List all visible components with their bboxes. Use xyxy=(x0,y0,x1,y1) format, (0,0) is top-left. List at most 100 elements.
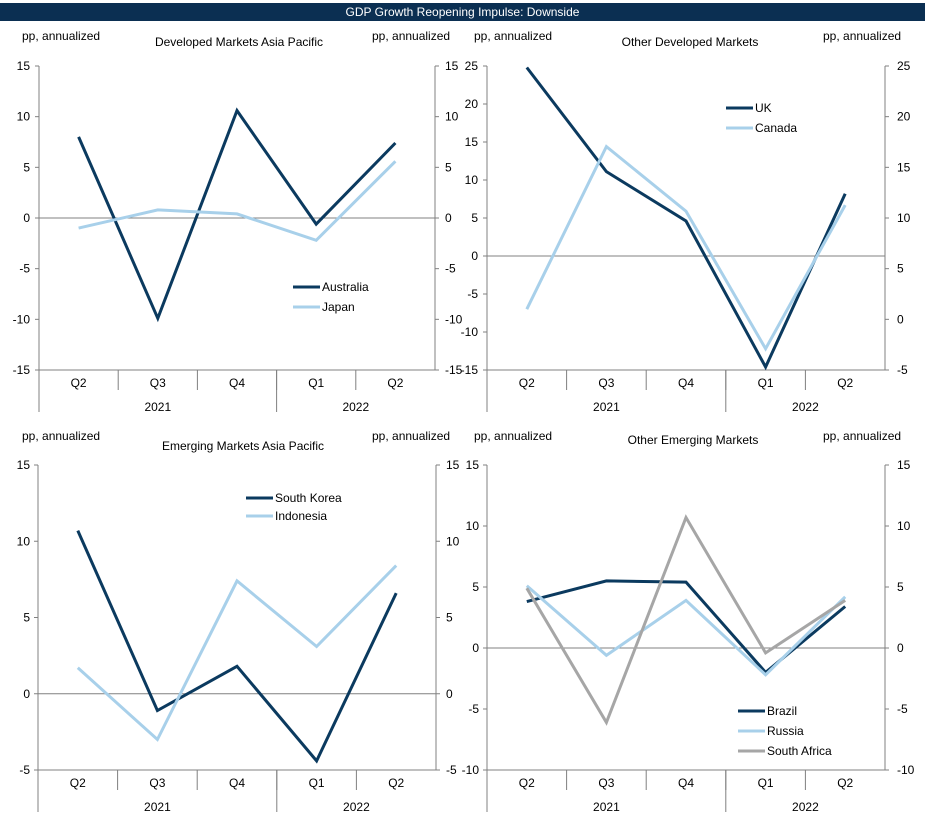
right-tick-label: 0 xyxy=(897,312,904,326)
legend-label: Indonesia xyxy=(275,509,327,523)
category-label: Q4 xyxy=(229,776,245,790)
chart-panel-2: Other Developed Markets pp, annualized pp,… xyxy=(461,29,911,414)
legend: Australia Japan xyxy=(293,280,369,314)
series-line-japan xyxy=(78,160,397,243)
right-tick-label: -5 xyxy=(897,702,908,716)
category-label: Q2 xyxy=(70,776,86,790)
year-group-label: 2022 xyxy=(792,400,819,414)
left-tick-label: 5 xyxy=(23,160,30,174)
left-tick-label: -15 xyxy=(461,363,479,377)
right-tick-label: 5 xyxy=(445,160,452,174)
legend: South Korea Indonesia xyxy=(246,491,342,523)
chart-panel-3: Emerging Markets Asia Pacific pp, annuali… xyxy=(17,429,460,814)
right-tick-label: 15 xyxy=(445,59,459,73)
left-tick-label: -5 xyxy=(19,262,30,276)
left-tick-label: 25 xyxy=(465,59,479,73)
category-label: Q2 xyxy=(71,376,87,390)
left-tick-label: 10 xyxy=(466,519,480,533)
left-tick-label: -10 xyxy=(13,312,31,326)
category-label: Q3 xyxy=(598,776,614,790)
right-tick-label: 0 xyxy=(446,687,453,701)
right-tick-label: -5 xyxy=(446,763,457,777)
legend: Brazil Russia South Africa xyxy=(738,704,832,758)
right-axis-unit-label: pp, annualized xyxy=(372,29,450,43)
left-tick-label: -5 xyxy=(467,287,478,301)
category-label: Q2 xyxy=(519,776,535,790)
year-group-label: 2022 xyxy=(792,800,819,814)
category-label: Q1 xyxy=(309,776,325,790)
category-label: Q1 xyxy=(758,376,774,390)
left-axis-unit-label: pp, annualized xyxy=(474,429,552,443)
right-tick-label: 15 xyxy=(446,458,460,472)
left-axis-unit-label: pp, annualized xyxy=(474,29,552,43)
figure-title: GDP Growth Reopening Impulse: Downside xyxy=(0,3,925,21)
year-group-label: 2022 xyxy=(342,400,369,414)
series-line-south-korea xyxy=(76,529,398,764)
year-group-label: 2021 xyxy=(593,400,620,414)
category-label: Q4 xyxy=(678,776,694,790)
category-label: Q1 xyxy=(758,776,774,790)
left-axis-unit-label: pp, annualized xyxy=(22,29,100,43)
right-tick-label: 10 xyxy=(897,211,911,225)
left-tick-label: 20 xyxy=(465,97,479,111)
left-tick-label: 15 xyxy=(466,458,480,472)
left-tick-label: -5 xyxy=(468,702,479,716)
right-tick-label: 15 xyxy=(897,160,911,174)
right-axis-unit-label: pp, annualized xyxy=(823,29,901,43)
right-tick-label: -10 xyxy=(445,312,463,326)
category-label: Q2 xyxy=(387,376,403,390)
right-tick-label: 15 xyxy=(897,458,911,472)
category-label: Q1 xyxy=(308,376,324,390)
category-label: Q3 xyxy=(150,376,166,390)
chart-title: Other Emerging Markets xyxy=(628,433,759,447)
chart-panel-1: Developed Markets Asia Pacific pp, annual… xyxy=(13,29,463,414)
left-tick-label: 5 xyxy=(472,580,479,594)
right-tick-label: 5 xyxy=(897,262,904,276)
category-label: Q4 xyxy=(229,376,245,390)
chart-panel-4: Other Emerging Markets pp, annualized pp, … xyxy=(462,429,915,814)
right-axis-unit-label: pp, annualized xyxy=(372,429,450,443)
series-line-south-africa xyxy=(525,514,847,726)
left-tick-label: 0 xyxy=(471,249,478,263)
series-line-australia xyxy=(77,107,397,323)
year-group-label: 2022 xyxy=(343,800,370,814)
series-line-canada xyxy=(525,144,847,352)
left-tick-label: 15 xyxy=(17,458,31,472)
left-tick-label: 0 xyxy=(472,641,479,655)
legend-label: Japan xyxy=(322,300,355,314)
left-tick-label: -10 xyxy=(462,763,480,777)
series-line-uk xyxy=(525,66,847,371)
legend-label: South Africa xyxy=(767,744,832,758)
right-tick-label: 20 xyxy=(897,110,911,124)
legend-label: South Korea xyxy=(275,491,342,505)
left-tick-label: 15 xyxy=(17,59,31,73)
left-tick-label: 10 xyxy=(17,110,31,124)
left-tick-label: 0 xyxy=(23,687,30,701)
category-label: Q4 xyxy=(678,376,694,390)
right-tick-label: 25 xyxy=(897,59,911,73)
legend-label: Australia xyxy=(322,280,369,294)
right-tick-label: -5 xyxy=(445,262,456,276)
left-tick-label: -15 xyxy=(13,363,31,377)
right-tick-label: 5 xyxy=(897,580,904,594)
chart-title: Other Developed Markets xyxy=(622,35,759,49)
right-tick-label: 5 xyxy=(446,611,453,625)
right-tick-label: 0 xyxy=(445,211,452,225)
right-tick-label: 10 xyxy=(446,534,460,548)
chart-title: Emerging Markets Asia Pacific xyxy=(162,439,324,453)
left-tick-label: 15 xyxy=(465,135,479,149)
left-tick-label: 0 xyxy=(23,211,30,225)
left-tick-label: 10 xyxy=(17,534,31,548)
chart-title: Developed Markets Asia Pacific xyxy=(155,35,323,49)
legend-label: Canada xyxy=(755,121,797,135)
legend-label: Russia xyxy=(767,724,804,738)
category-label: Q2 xyxy=(837,376,853,390)
year-group-label: 2021 xyxy=(144,800,171,814)
category-label: Q3 xyxy=(598,376,614,390)
left-axis-unit-label: pp, annualized xyxy=(22,429,100,443)
year-group-label: 2021 xyxy=(593,800,620,814)
category-label: Q2 xyxy=(388,776,404,790)
left-tick-label: 5 xyxy=(471,211,478,225)
legend-label: Brazil xyxy=(767,704,797,718)
